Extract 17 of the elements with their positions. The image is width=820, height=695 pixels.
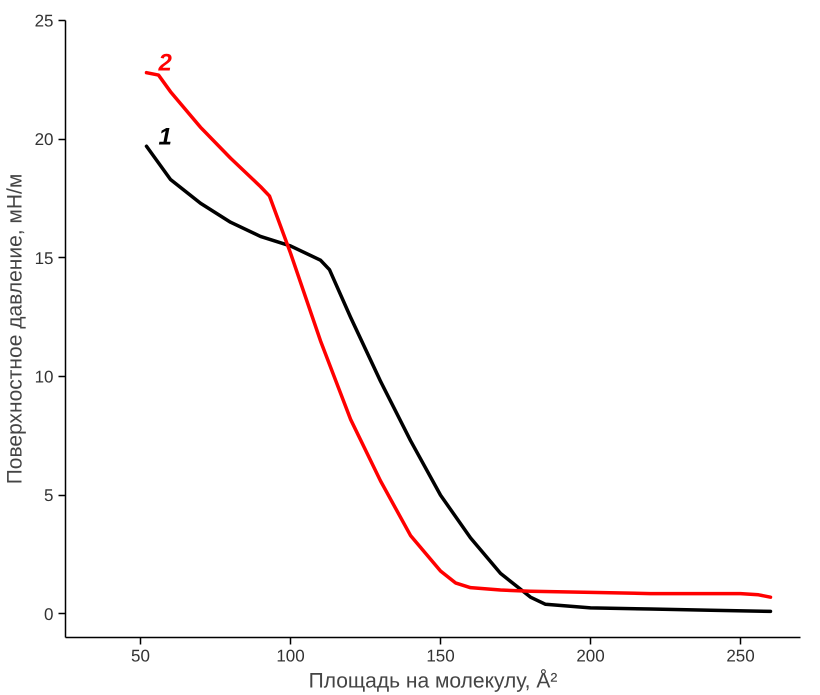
- x-axis-title: Площадь на молекулу, Å²: [308, 668, 558, 692]
- line-series: [144, 70, 772, 599]
- x-tick-label: 150: [426, 646, 455, 666]
- x-tick-label: 100: [276, 646, 305, 666]
- x-tick-label: 50: [131, 646, 150, 666]
- y-tick-label: 10: [34, 367, 54, 386]
- y-tick-label: 25: [34, 12, 54, 30]
- series-label: 1: [158, 123, 172, 150]
- line-series: [144, 144, 772, 614]
- y-axis-title: Поверхностное давление, мН/м: [4, 174, 27, 484]
- y-tick-label: 20: [34, 130, 54, 150]
- y-tick-label: 5: [44, 486, 54, 506]
- x-tick-label: 250: [726, 646, 755, 666]
- y-tick-label: 0: [44, 604, 54, 624]
- series-label: 2: [158, 50, 172, 77]
- y-tick-label: 15: [34, 248, 54, 268]
- x-tick-label: 200: [576, 646, 605, 666]
